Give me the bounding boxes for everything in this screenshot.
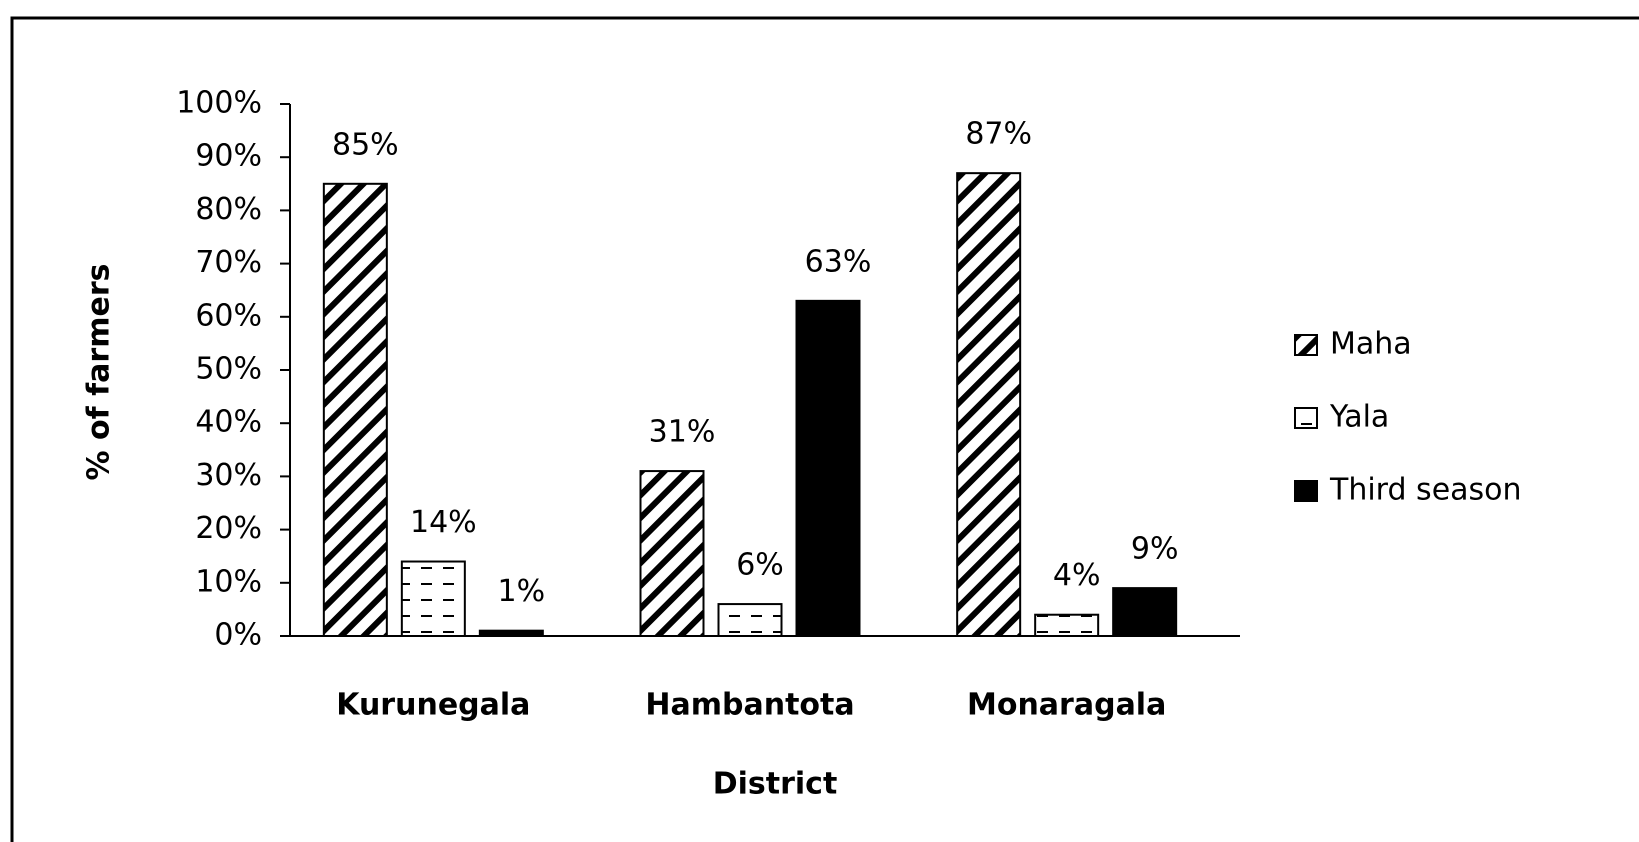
- x-axis-label: District: [713, 767, 838, 802]
- y-tick-label: 90%: [195, 139, 262, 174]
- y-tick-label: 60%: [195, 298, 262, 333]
- bar: [717, 603, 783, 638]
- data-label: 31%: [649, 415, 716, 450]
- data-label: 63%: [805, 244, 872, 279]
- y-tick-label: 40%: [195, 405, 262, 440]
- y-tick-label: 70%: [195, 245, 262, 280]
- legend-swatch: [1294, 480, 1318, 502]
- legend-label: Yala: [1329, 400, 1389, 435]
- x-tick-label: Kurunegala: [336, 688, 530, 723]
- y-tick-label: 10%: [195, 564, 262, 599]
- legend-swatch: [1294, 334, 1318, 356]
- y-tick-label: 30%: [195, 458, 262, 493]
- bar: [795, 299, 861, 637]
- data-label: 6%: [736, 548, 784, 583]
- bar: [478, 629, 544, 637]
- frame: [10, 16, 1639, 842]
- y-tick-label: 50%: [195, 352, 262, 387]
- bar: [400, 560, 466, 638]
- legend-label: Maha: [1330, 327, 1412, 362]
- data-label: 85%: [332, 127, 399, 162]
- bar: [1034, 613, 1100, 637]
- y-tick-label: 80%: [195, 192, 262, 227]
- x-tick-label: Monaragala: [967, 688, 1166, 723]
- y-tick-label: 20%: [195, 511, 262, 546]
- bar: [956, 172, 1022, 637]
- y-tick-label: 0%: [214, 618, 262, 653]
- bar: [322, 182, 388, 638]
- data-label: 87%: [965, 117, 1032, 152]
- bar: [1112, 587, 1178, 637]
- y-tick-label: 100%: [176, 86, 262, 121]
- data-label: 4%: [1053, 558, 1101, 593]
- y-axis-label: % of farmers: [82, 264, 117, 481]
- x-tick-label: Hambantota: [645, 688, 854, 723]
- data-label: 14%: [410, 505, 477, 540]
- bar: [639, 470, 705, 637]
- legend-label: Third season: [1329, 473, 1522, 508]
- data-label: 9%: [1131, 532, 1179, 567]
- data-label: 1%: [498, 574, 546, 609]
- legend-swatch: [1294, 407, 1318, 429]
